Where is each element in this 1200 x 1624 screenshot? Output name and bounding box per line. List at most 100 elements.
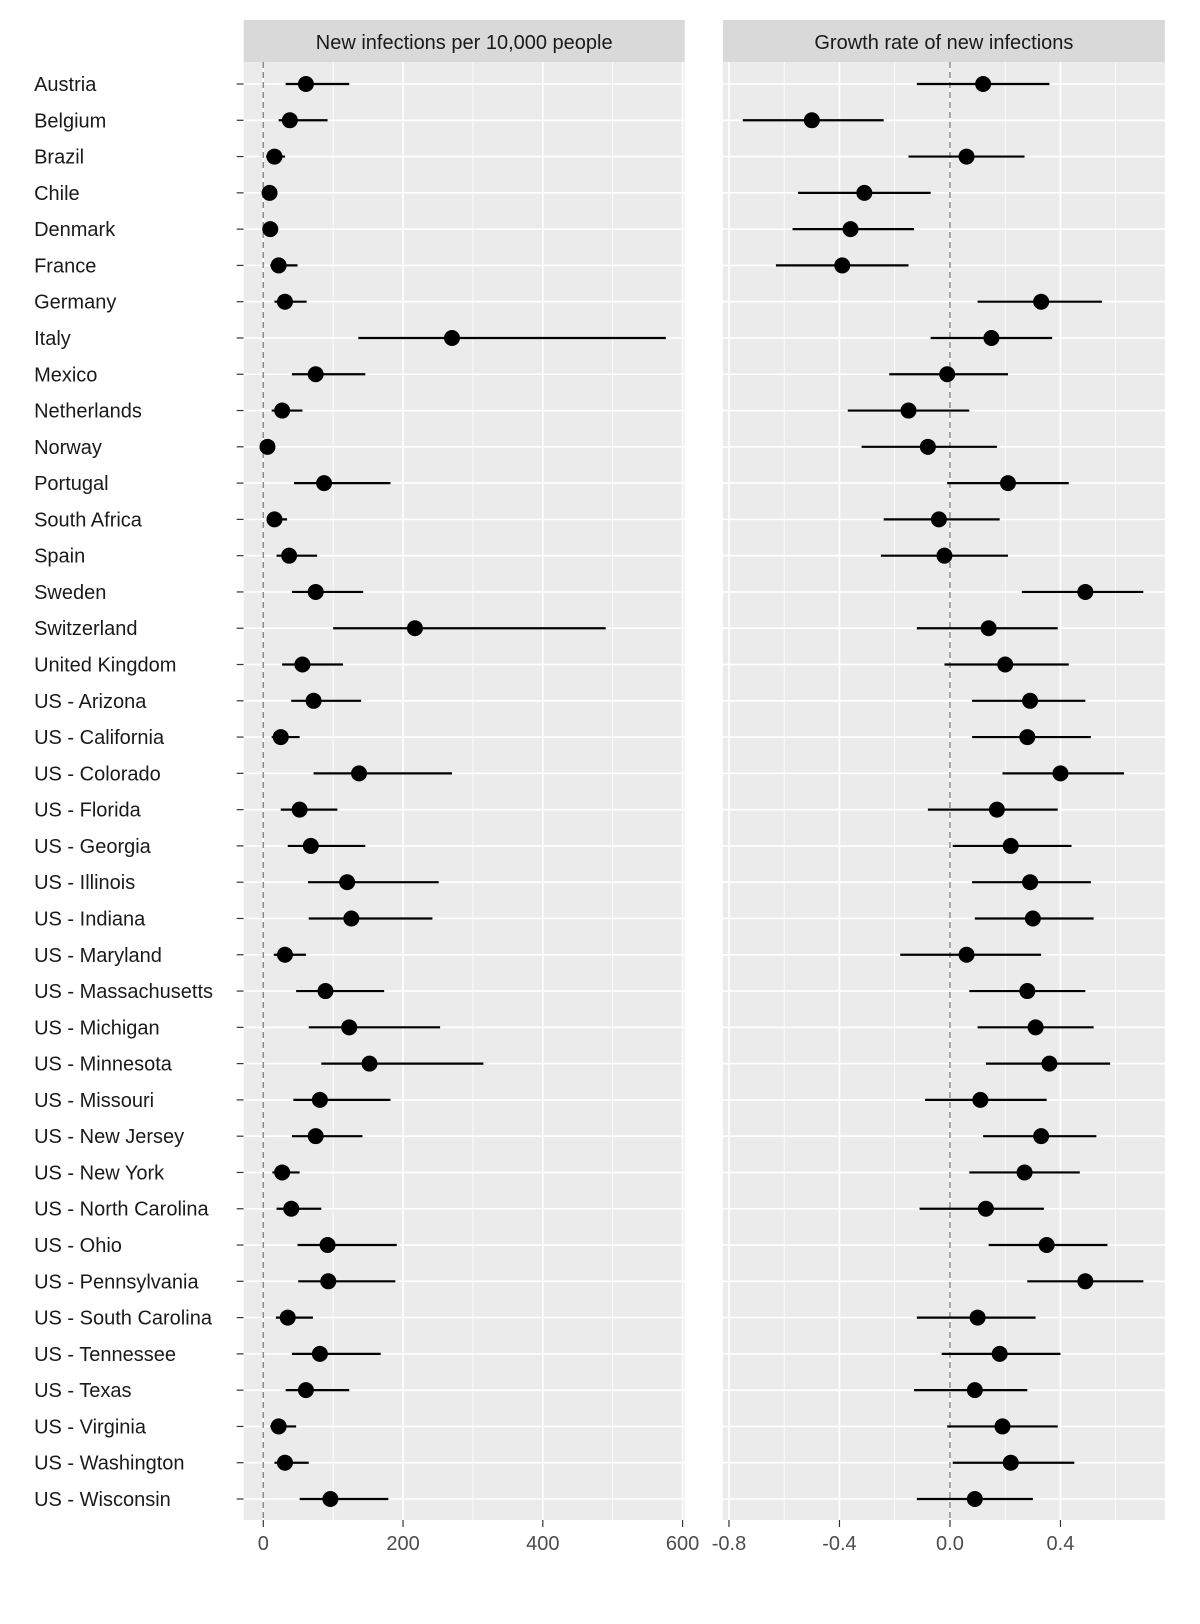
point-estimate	[972, 1091, 989, 1108]
point-estimate	[999, 475, 1016, 492]
row-label: US - Minnesota	[34, 1054, 173, 1076]
point-estimate	[283, 1200, 300, 1217]
row-label: US - Missouri	[34, 1090, 154, 1112]
row-label: US - South Carolina	[34, 1308, 213, 1330]
panel-strip	[722, 20, 1165, 62]
point-estimate	[307, 583, 324, 600]
point-estimate	[311, 1091, 328, 1108]
point-estimate	[1077, 1273, 1094, 1290]
row-label: US - North Carolina	[34, 1199, 209, 1221]
point-estimate	[983, 329, 1000, 346]
point-estimate	[266, 148, 283, 165]
row-label: Norway	[34, 437, 102, 459]
row-label: US - Pennsylvania	[34, 1271, 199, 1293]
row-label: US - New Jersey	[34, 1126, 184, 1148]
row-label: US - Tennessee	[34, 1344, 176, 1366]
point-estimate	[270, 257, 287, 274]
point-estimate	[259, 438, 276, 455]
point-estimate	[1016, 1164, 1033, 1181]
panel-strip	[243, 20, 685, 62]
panel-title: New infections per 10,000 people	[316, 32, 613, 54]
point-estimate	[274, 402, 291, 419]
point-estimate	[997, 656, 1014, 673]
point-estimate	[266, 511, 283, 528]
row-label: US - Maryland	[34, 945, 162, 967]
point-estimate	[803, 112, 820, 129]
row-label: US - Colorado	[34, 763, 161, 785]
point-estimate	[307, 366, 324, 383]
point-estimate	[305, 692, 322, 709]
point-estimate	[316, 475, 333, 492]
point-estimate	[281, 112, 298, 129]
point-estimate	[279, 1309, 296, 1326]
row-label: US - Massachusetts	[34, 981, 213, 1003]
point-estimate	[1052, 765, 1069, 782]
panel-background	[243, 62, 685, 1520]
point-estimate	[317, 983, 334, 1000]
point-estimate	[930, 511, 947, 528]
point-estimate	[1002, 1454, 1019, 1471]
point-estimate	[291, 801, 308, 818]
row-label: Netherlands	[34, 401, 142, 423]
row-label: US - Ohio	[34, 1235, 122, 1257]
point-estimate	[322, 1491, 339, 1507]
point-estimate	[343, 910, 360, 927]
row-label: US - Illinois	[34, 872, 135, 894]
point-estimate	[297, 76, 314, 92]
row-label: South Africa	[34, 509, 143, 531]
point-estimate	[261, 184, 278, 201]
point-estimate	[1022, 874, 1039, 891]
row-label: Switzerland	[34, 618, 137, 640]
row-label: US - Indiana	[34, 908, 146, 930]
row-label: Brazil	[34, 147, 84, 169]
point-estimate	[969, 1309, 986, 1326]
point-estimate	[1019, 983, 1036, 1000]
point-estimate	[311, 1345, 328, 1362]
point-estimate	[443, 329, 460, 346]
row-label: US - Virginia	[34, 1416, 147, 1438]
point-estimate	[966, 1491, 983, 1507]
point-estimate	[939, 366, 956, 383]
row-label: United Kingdom	[34, 655, 176, 677]
x-tick-label: 600	[666, 1533, 699, 1555]
point-estimate	[272, 729, 289, 746]
row-label: Chile	[34, 183, 80, 205]
point-estimate	[270, 1418, 287, 1435]
row-label: US - California	[34, 727, 165, 749]
row-label: France	[34, 255, 96, 277]
point-estimate	[361, 1055, 378, 1072]
point-estimate	[339, 874, 356, 891]
point-estimate	[351, 765, 368, 782]
point-estimate	[341, 1019, 358, 1036]
point-estimate	[262, 221, 279, 238]
point-estimate	[958, 148, 975, 165]
point-estimate	[1033, 1128, 1050, 1145]
x-tick-label: 400	[526, 1533, 559, 1555]
x-tick-label: 0.0	[936, 1533, 964, 1555]
point-estimate	[1019, 729, 1036, 746]
point-estimate	[975, 76, 992, 92]
point-estimate	[297, 1382, 314, 1399]
point-estimate	[980, 620, 997, 637]
point-estimate	[994, 1418, 1011, 1435]
x-tick-label: -0.8	[712, 1533, 746, 1555]
row-label: US - Michigan	[34, 1017, 160, 1039]
point-estimate	[302, 837, 319, 854]
point-estimate	[307, 1128, 324, 1145]
row-label: Sweden	[34, 582, 106, 604]
point-estimate	[1033, 293, 1050, 310]
row-label: Portugal	[34, 473, 109, 495]
x-tick-label: 200	[386, 1533, 419, 1555]
point-estimate	[276, 293, 293, 310]
point-estimate	[936, 547, 953, 564]
point-estimate	[1002, 837, 1019, 854]
point-estimate	[842, 221, 859, 238]
row-label: Mexico	[34, 364, 97, 386]
point-estimate	[1024, 910, 1041, 927]
point-estimate	[834, 257, 851, 274]
point-estimate	[856, 184, 873, 201]
row-label: US - Georgia	[34, 836, 152, 858]
point-estimate	[977, 1200, 994, 1217]
point-estimate	[276, 1454, 293, 1471]
